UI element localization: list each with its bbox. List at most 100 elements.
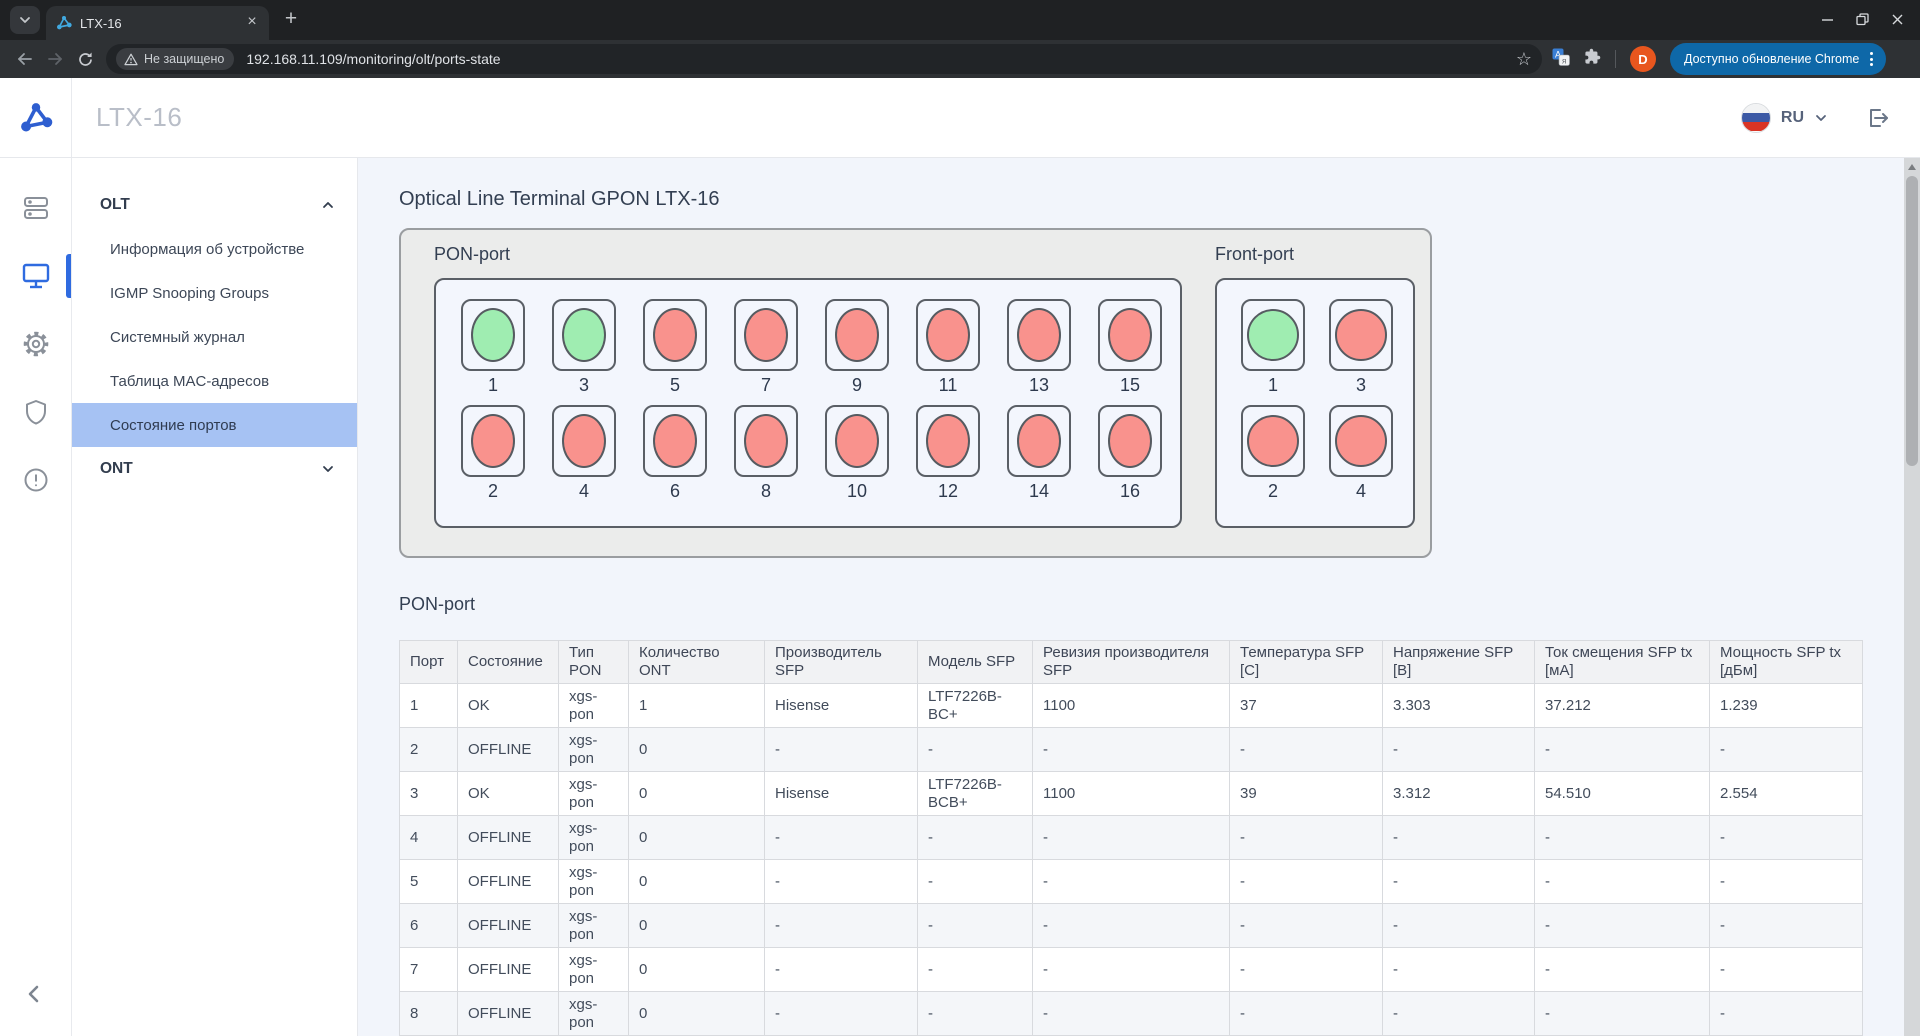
window-close-icon[interactable] [1891,13,1904,26]
table-row-port-8: 8 OFFLINE xgs-pon 0- - - - - - - [399,991,1863,1036]
sidebar-item-системный-журнал[interactable]: Системный журнал [72,315,357,359]
tab-title: LTX-16 [80,15,122,31]
sidebar-group-olt[interactable]: OLT [72,183,357,227]
page-scrollbar[interactable] [1904,158,1920,1036]
column-header: Ток смещения SFP tx [мА] [1534,640,1710,684]
new-tab-button[interactable]: + [284,7,298,30]
scrollbar-thumb[interactable] [1906,176,1918,466]
bookmark-star-icon[interactable]: ☆ [1515,49,1532,69]
window-controls [1821,12,1920,38]
russian-flag-icon[interactable] [1740,102,1771,133]
table-cell: 3 [399,771,458,816]
chevron-down-icon [20,17,30,23]
security-chip[interactable]: Не защищено [116,48,235,70]
sidebar-group-ont[interactable]: ONT [72,447,357,491]
settings-gear-icon[interactable] [14,322,58,366]
language-selector[interactable]: RU [1780,108,1804,126]
monitoring-icon[interactable] [14,254,58,298]
port-socket [1098,299,1162,371]
sidebar-item-igmp-snooping-groups[interactable]: IGMP Snooping Groups [72,271,357,315]
port-status-light-offline [1108,414,1152,468]
profile-avatar[interactable]: D [1630,46,1656,72]
reload-button[interactable] [70,44,100,74]
table-cell: OFFLINE [457,727,559,772]
table-cell: OFFLINE [457,991,559,1036]
port-number: 5 [669,375,680,395]
table-cell: 0 [628,859,765,904]
molecule-logo-icon [20,102,52,131]
app-window: LTX-16 RU [0,78,1920,1036]
table-row-port-3: 3 OK xgs-pon 0 Hisense LTF7226B-BCB+ 1100 39 3.3… [399,771,1863,816]
pon-port-6: 6 [643,405,707,508]
table-cell: - [1534,903,1710,948]
address-bar[interactable]: Не защищено 192.168.11.109/monitoring/ol… [106,44,1542,74]
port-number: 3 [1355,375,1366,395]
sidebar-item-состояние-портов[interactable]: Состояние портов [72,403,357,447]
table-cell: OFFLINE [457,859,559,904]
port-socket [1329,405,1393,477]
table-cell: - [1229,815,1383,860]
table-cell: 3.312 [1382,771,1535,816]
port-number: 11 [938,375,958,395]
table-cell: LTF7226B-BC+ [917,683,1033,728]
table-cell: - [1229,903,1383,948]
browser-menu-icon[interactable] [1867,52,1876,66]
sidebar-item-label: Состояние портов [110,416,237,434]
devices-icon[interactable] [14,186,58,230]
chrome-update-button[interactable]: Доступно обновление Chrome [1670,43,1887,75]
chevron-left-icon [28,985,39,1003]
pon-port-5: 5 [643,299,707,402]
table-cell: 0 [628,815,765,860]
table-cell: 2.554 [1709,771,1863,816]
port-socket [1098,405,1162,477]
sidebar-item-label: OLT [100,196,130,213]
forward-button[interactable] [40,44,70,74]
page-title: LTX-16 [96,102,183,132]
table-cell: xgs-pon [558,859,629,904]
pon-port-9: 9 [825,299,889,402]
svg-text:A: A [1555,49,1561,59]
port-socket [734,299,798,371]
port-number: 9 [851,375,862,395]
security-shield-icon[interactable] [14,390,58,434]
back-button[interactable] [10,44,40,74]
table-cell: 0 [628,947,765,992]
table-cell: - [1229,727,1383,772]
port-status-light-offline [926,414,970,468]
front-port-1: 1 [1241,299,1305,402]
table-cell: 37.212 [1534,683,1710,728]
pon-port-7: 7 [734,299,798,402]
chevron-down-icon[interactable] [1814,111,1828,125]
table-cell: - [917,903,1033,948]
alerts-icon[interactable] [14,458,58,502]
sidebar-item-информация-об-устройстве[interactable]: Информация об устройстве [72,227,357,271]
tab-search-button[interactable] [10,6,40,34]
sidebar-collapse-button[interactable] [24,983,44,1010]
table-cell: - [1534,815,1710,860]
front-port-3: 3 [1329,299,1393,402]
sidebar-item-label: Системный журнал [110,328,245,346]
browser-tab[interactable]: LTX-16 × [46,6,269,40]
table-cell: 0 [628,991,765,1036]
pon-port-10: 10 [825,405,889,508]
column-header: Количество ONT [628,640,765,684]
table-cell: - [1032,815,1230,860]
port-number: 6 [669,481,680,501]
table-cell: xgs-pon [558,683,629,728]
scrollbar-up-arrow[interactable] [1908,164,1916,170]
extensions-puzzle-icon[interactable] [1584,48,1601,70]
window-restore-icon[interactable] [1856,12,1869,26]
sidebar-item-таблица-mac-адресов[interactable]: Таблица MAC-адресов [72,359,357,403]
port-socket [552,405,616,477]
table-cell: Hisense [764,683,918,728]
table-cell: - [1709,815,1863,860]
svg-text:я: я [1562,56,1566,65]
window-minimize-icon[interactable] [1821,13,1834,26]
port-status-light-ok [1247,309,1299,361]
port-socket [643,405,707,477]
logout-button[interactable] [1864,105,1890,131]
tab-close-icon[interactable]: × [247,13,257,30]
